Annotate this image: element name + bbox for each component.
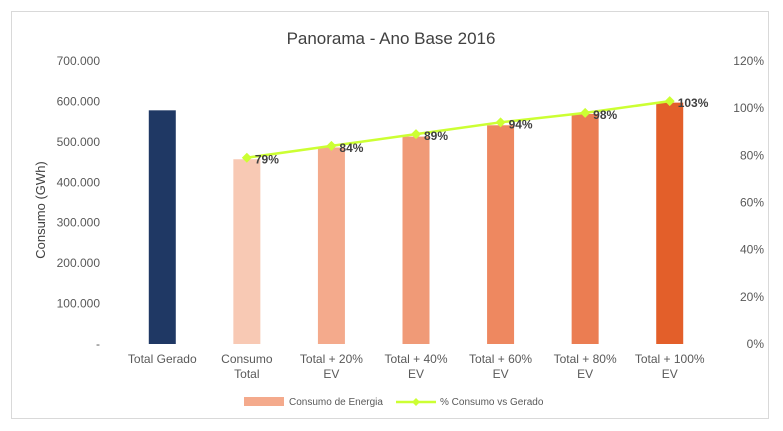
x-tick-label: EV: [493, 367, 509, 381]
bar: [148, 110, 176, 344]
consumption-ratio-line: [246, 99, 670, 159]
y-tick-label: 400.000: [57, 175, 101, 189]
y2-tick-label: 60%: [740, 196, 764, 210]
x-tick-label: Total + 100%: [635, 352, 705, 366]
data-label: 84%: [339, 141, 363, 155]
y2-tick-label: 0%: [747, 337, 765, 351]
legend-label-line: % Consumo vs Gerado: [440, 397, 544, 408]
line-marker: [495, 117, 506, 128]
x-tick-label: EV: [408, 367, 424, 381]
data-label: 94%: [509, 117, 533, 131]
line-marker: [411, 129, 421, 140]
x-tick-label: Total + 60%: [469, 352, 532, 366]
legend: Consumo de Energia % Consumo vs Gerado: [244, 397, 544, 408]
line-marker: [241, 152, 252, 163]
legend-label-bars: Consumo de Energia: [289, 397, 383, 408]
y-tick-label: 700.000: [57, 54, 101, 68]
y-tick-label: 200.000: [57, 256, 101, 270]
line-marker: [580, 107, 591, 118]
legend-swatch-bars: [244, 397, 284, 406]
data-label: 89%: [424, 129, 448, 143]
bar: [656, 102, 684, 345]
data-label: 103%: [678, 96, 709, 110]
y2-tick-label: 20%: [740, 290, 764, 304]
x-tick-label: EV: [323, 367, 339, 381]
x-tick-label: Total + 20%: [300, 352, 363, 366]
y-axis-ticks: - 100.000 200.000 300.000 400.000 500.000 600.…: [57, 54, 101, 351]
bar: [317, 147, 345, 344]
line-group: 79% 84% 89% 94% 98% 103%: [241, 96, 709, 167]
chart-title: Panorama - Ano Base 2016: [287, 29, 496, 48]
bar: [571, 113, 599, 344]
bar: [233, 159, 261, 344]
y-tick-label: -: [96, 337, 100, 351]
x-tick-label: Total Gerado: [128, 352, 197, 366]
x-tick-label: EV: [577, 367, 593, 381]
data-label: 98%: [593, 108, 617, 122]
bars-group: [148, 102, 684, 345]
x-tick-label: Total + 40%: [384, 352, 447, 366]
y2-tick-label: 100%: [733, 101, 764, 115]
chart-frame: Panorama - Ano Base 2016 Consumo (GWh) 7…: [11, 11, 769, 419]
y-tick-label: 300.000: [57, 216, 101, 230]
legend-marker-line: [412, 398, 420, 406]
x-tick-label: Total + 80%: [554, 352, 617, 366]
x-tick-label: Total: [234, 367, 259, 381]
bar: [487, 125, 515, 344]
y2-tick-label: 40%: [740, 243, 764, 257]
line-marker: [326, 140, 337, 151]
y2-axis-ticks: 0% 20% 40% 60% 80% 100% 120%: [733, 54, 764, 351]
x-tick-label: Consumo: [221, 352, 273, 366]
y-tick-label: 600.000: [57, 94, 101, 108]
bar: [402, 136, 430, 344]
line-marker: [664, 96, 675, 107]
y-axis-title: Consumo (GWh): [33, 161, 48, 259]
y2-tick-label: 120%: [733, 54, 764, 68]
x-tick-label: EV: [662, 367, 678, 381]
y-tick-label: 500.000: [57, 135, 101, 149]
y2-tick-label: 80%: [740, 148, 764, 162]
data-label: 79%: [255, 153, 279, 167]
chart: Panorama - Ano Base 2016 Consumo (GWh) 7…: [33, 29, 764, 408]
y-tick-label: 100.000: [57, 297, 101, 311]
